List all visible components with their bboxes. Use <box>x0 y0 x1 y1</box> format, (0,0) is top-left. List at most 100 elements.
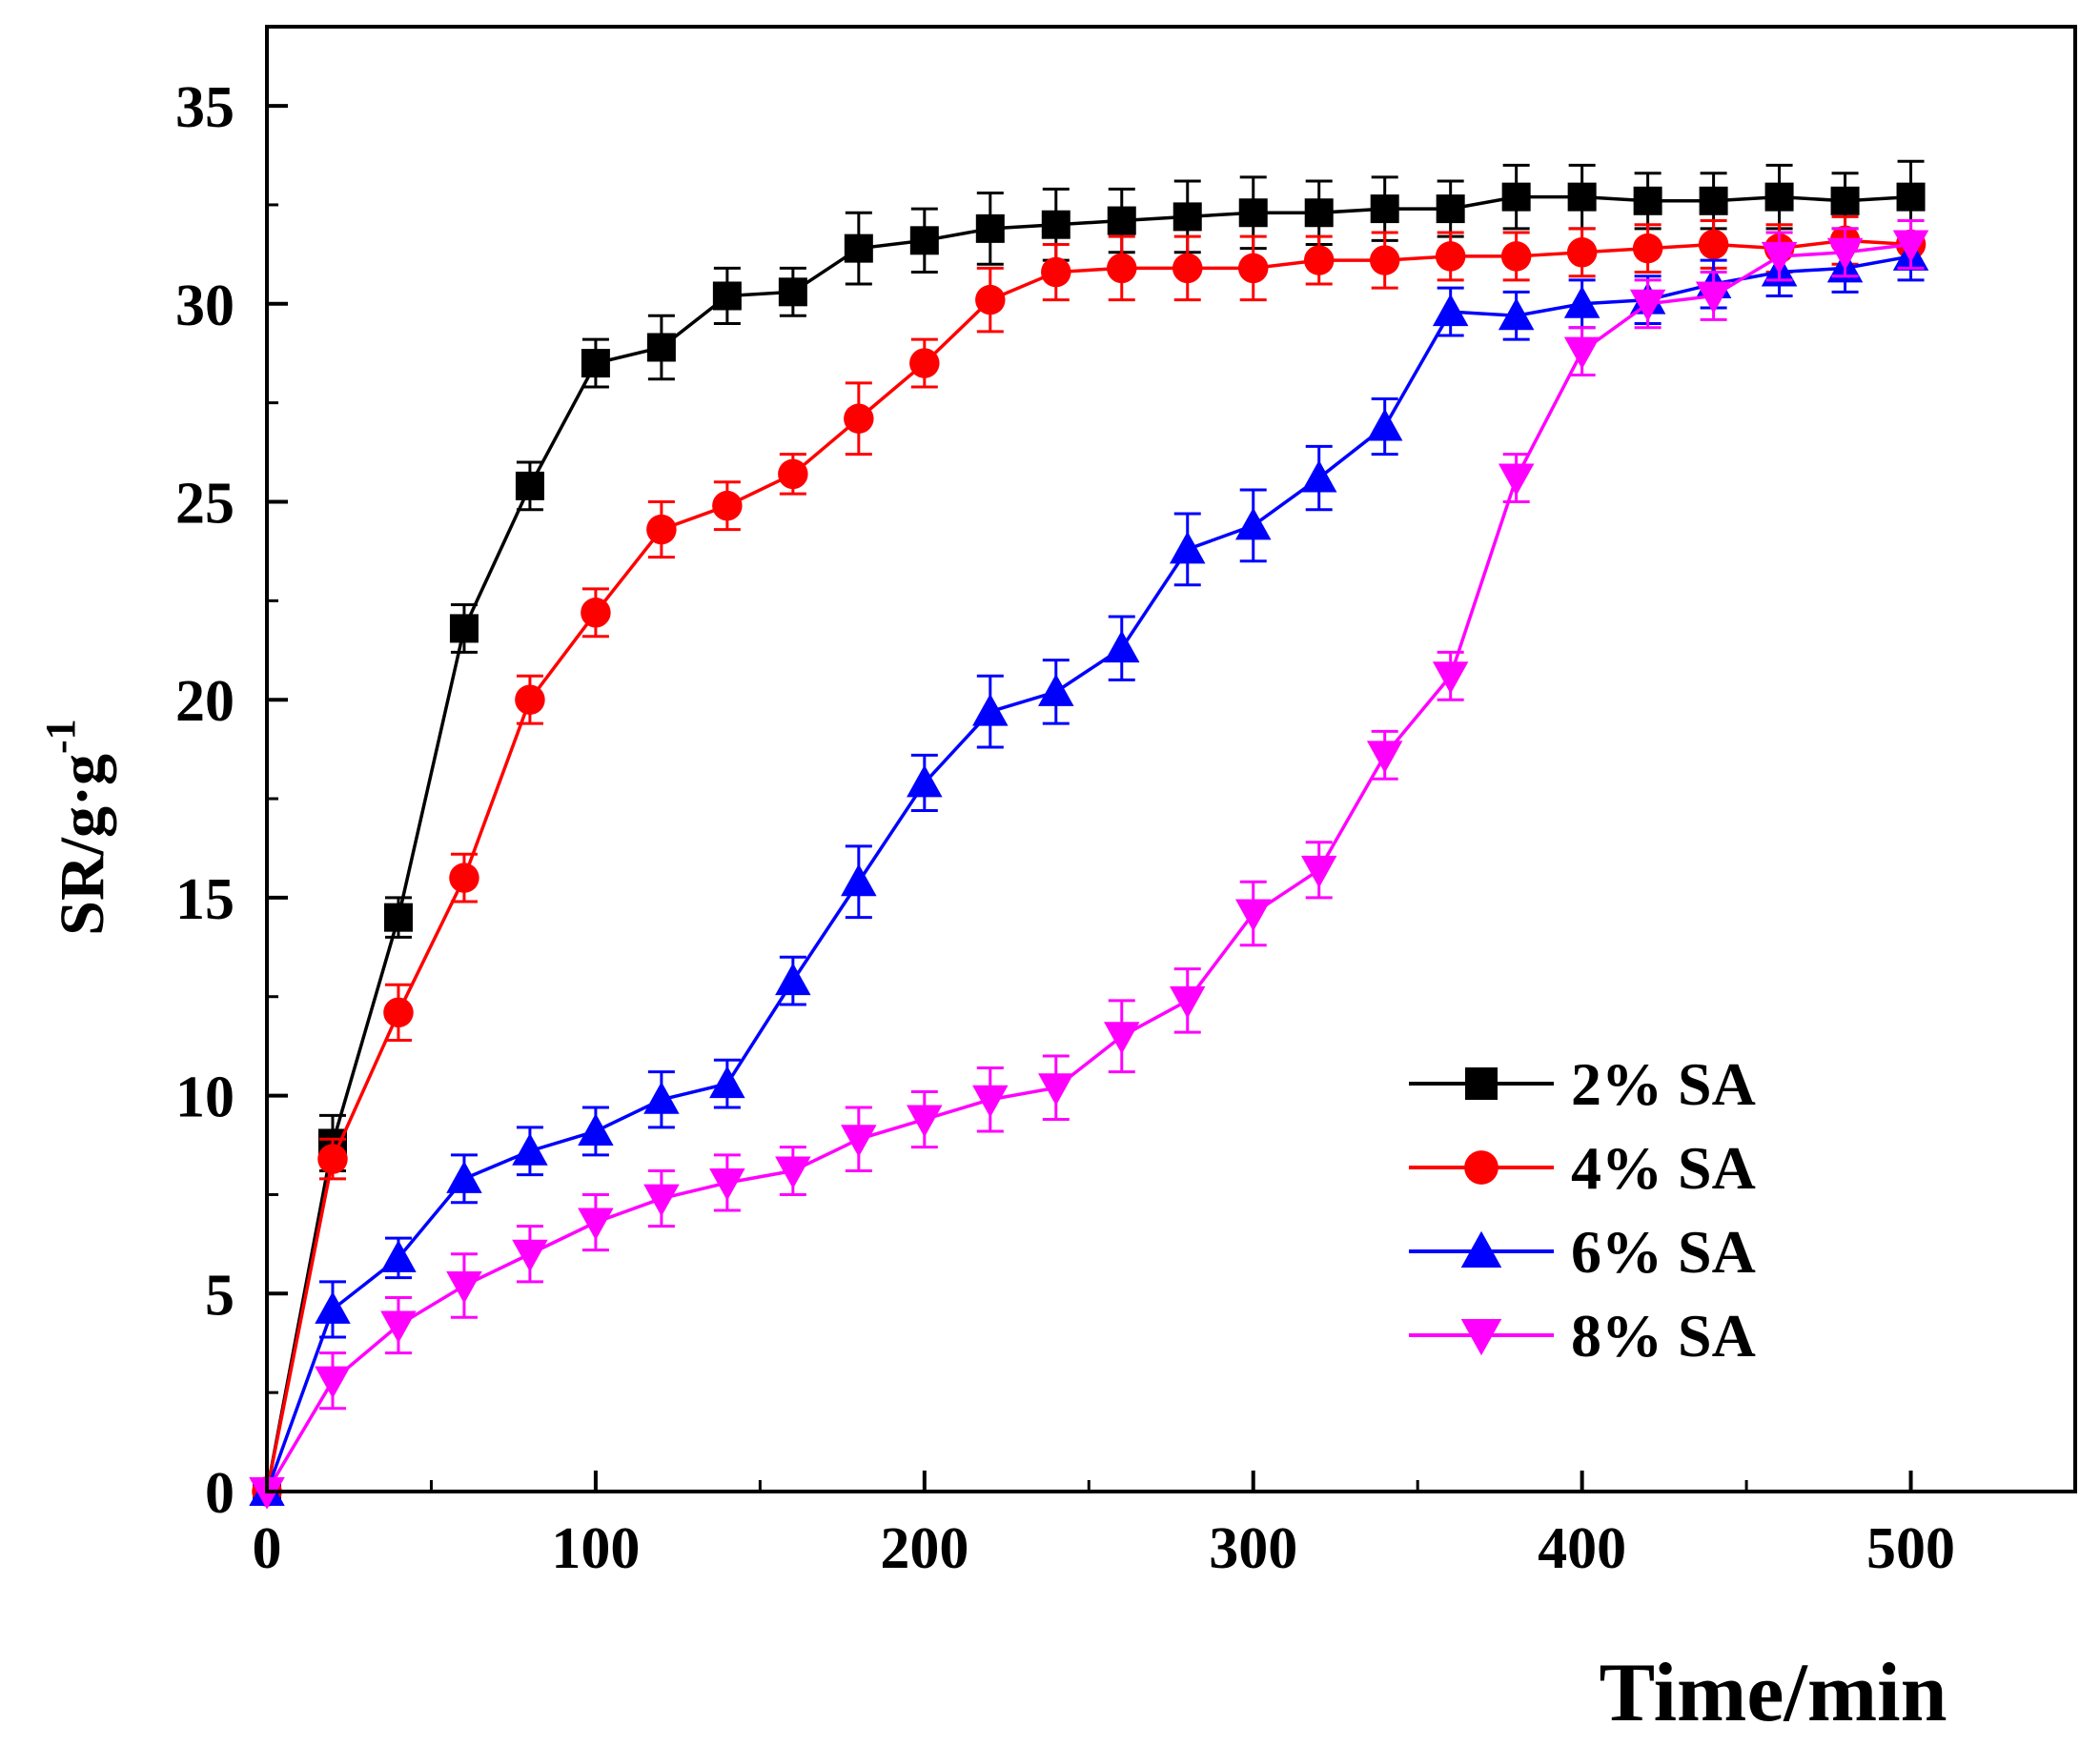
data-point <box>1304 198 1334 228</box>
data-point <box>778 458 808 490</box>
data-point <box>578 1208 614 1241</box>
data-point <box>1041 256 1071 288</box>
data-point <box>975 284 1006 315</box>
data-point <box>317 1144 348 1174</box>
data-point <box>709 1167 745 1201</box>
x-axis-title: Time/min <box>1599 1647 1947 1739</box>
data-point <box>1104 630 1140 663</box>
series-group <box>252 214 1927 1507</box>
data-point <box>1432 294 1469 327</box>
legend: 2% SA 4% SA 6% SA 8% SA <box>1373 996 1840 1415</box>
data-point <box>1038 674 1074 706</box>
data-point <box>581 349 610 378</box>
data-point <box>972 1085 1009 1118</box>
legend-item: 4% SA <box>1409 1134 1756 1202</box>
legend-label: 2% SA <box>1571 1050 1756 1118</box>
data-point <box>515 471 544 500</box>
data-point <box>1300 855 1337 888</box>
data-point <box>1695 281 1732 315</box>
legend-label: 4% SA <box>1571 1134 1756 1202</box>
x-tick-label: 300 <box>1209 1516 1297 1581</box>
legend-item: 2% SA <box>1409 1050 1756 1118</box>
y-tick-label: 10 <box>175 1066 234 1130</box>
legend-marker <box>1464 1150 1499 1185</box>
data-point <box>383 997 414 1028</box>
data-point <box>1896 182 1926 212</box>
data-point <box>907 1105 943 1138</box>
data-point <box>1830 186 1860 215</box>
x-tick-label: 0 <box>253 1516 282 1581</box>
data-point <box>1432 661 1469 695</box>
data-point <box>1501 182 1531 212</box>
legend-marker <box>1460 1230 1502 1268</box>
data-point <box>1303 245 1335 275</box>
data-point <box>449 863 479 893</box>
data-point <box>1237 253 1269 284</box>
data-point <box>315 1366 351 1399</box>
data-point <box>1041 210 1070 239</box>
data-point <box>581 598 611 628</box>
y-tick-label: 5 <box>205 1263 234 1328</box>
data-point <box>1435 241 1466 272</box>
data-point <box>1698 229 1729 260</box>
data-point <box>975 213 1005 243</box>
legend-marker <box>1465 1067 1498 1100</box>
data-point <box>1370 194 1399 224</box>
data-point <box>909 348 940 378</box>
x-tick-label: 500 <box>1866 1516 1955 1581</box>
data-point <box>1567 182 1597 212</box>
axis-ticks: 0 100 200 300 400 500 0 5 10 15 20 25 30 35 <box>175 75 1955 1581</box>
data-point <box>643 1184 680 1217</box>
data-point <box>1629 289 1666 322</box>
data-point <box>380 1310 417 1344</box>
y-tick-label: 20 <box>175 669 234 734</box>
data-point <box>1892 230 1929 263</box>
y-axis-title-main: SR/g·g <box>48 754 117 936</box>
y-tick-label: 35 <box>175 75 234 140</box>
data-point <box>446 1270 482 1304</box>
data-point <box>1169 531 1206 564</box>
data-point <box>643 1081 680 1114</box>
data-point <box>907 764 943 798</box>
legend-marker <box>1460 1319 1502 1356</box>
data-point <box>1300 459 1337 493</box>
data-point <box>1038 1073 1074 1106</box>
data-point <box>646 333 676 362</box>
data-point <box>1436 194 1465 224</box>
data-point <box>1234 899 1272 932</box>
data-point <box>1500 241 1532 272</box>
data-point <box>844 233 873 263</box>
data-point <box>1632 233 1663 264</box>
data-point <box>1169 985 1206 1019</box>
data-point <box>646 514 677 545</box>
data-point <box>712 281 742 311</box>
data-point <box>712 490 743 521</box>
data-point <box>315 1291 351 1324</box>
data-point <box>1498 463 1535 497</box>
data-point <box>709 1066 745 1099</box>
data-point <box>1563 336 1600 370</box>
legend-item: 6% SA <box>1409 1218 1756 1286</box>
data-point <box>1366 408 1403 441</box>
data-point <box>1234 507 1272 540</box>
data-point <box>1172 202 1202 232</box>
data-point <box>383 903 413 932</box>
data-point <box>1633 186 1662 215</box>
x-tick-label: 400 <box>1538 1516 1626 1581</box>
plot-frame <box>265 25 2077 1493</box>
legend-item: 8% SA <box>1409 1302 1756 1370</box>
data-point <box>1826 237 1864 271</box>
x-tick-label: 200 <box>880 1516 968 1581</box>
data-point <box>841 863 877 897</box>
data-point <box>1761 241 1798 274</box>
data-point <box>1107 253 1137 284</box>
y-axis-title-superscript: -1 <box>37 719 84 754</box>
y-axis-title: SR/g·g-1 <box>37 719 117 935</box>
data-point <box>775 963 811 996</box>
data-point <box>775 1156 811 1189</box>
legend-box <box>1373 996 1840 1415</box>
y-tick-label: 0 <box>205 1461 234 1526</box>
